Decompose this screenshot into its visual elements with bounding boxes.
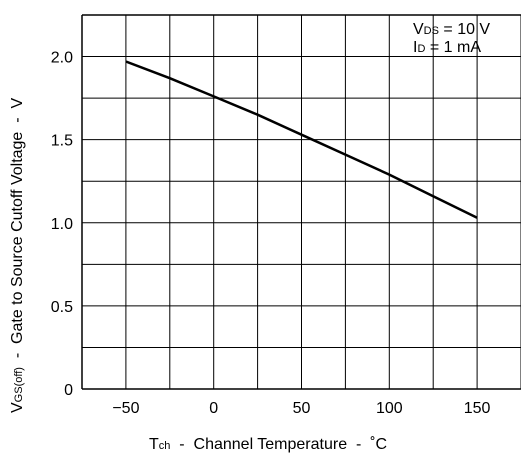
y-tick-label: 1.5: [51, 133, 73, 150]
condition-annotation: VDS = 10 V ID = 1 mA: [413, 21, 490, 56]
annotation-id: ID = 1 mA: [413, 39, 481, 56]
x-tick-label: 0: [209, 400, 218, 417]
x-tick-label: −50: [112, 400, 139, 417]
series-group: [125, 60, 478, 219]
y-tick-label: 0: [64, 382, 73, 399]
annotation-vds: VDS = 10 V: [413, 21, 490, 38]
y-tick-label: 1.0: [51, 216, 73, 233]
y-tick-label: 2.0: [51, 50, 73, 67]
y-tick-label: 0.5: [51, 299, 73, 316]
x-tick-label: 150: [464, 400, 491, 417]
grid: [82, 15, 521, 389]
y-axis-label: VGS(off) - Gate to Source Cutoff Voltage…: [9, 98, 26, 413]
plot-frame: [81, 14, 521, 390]
x-tick-label: 50: [293, 400, 311, 417]
x-tick-labels: −50 0 50 100 150: [112, 400, 490, 417]
series-line-1: [125, 60, 478, 219]
x-tick-label: 100: [376, 400, 403, 417]
x-axis-label: Tch - Channel Temperature - ˚C: [149, 436, 387, 453]
y-tick-labels: 0 0.5 1.0 1.5 2.0: [51, 50, 73, 399]
